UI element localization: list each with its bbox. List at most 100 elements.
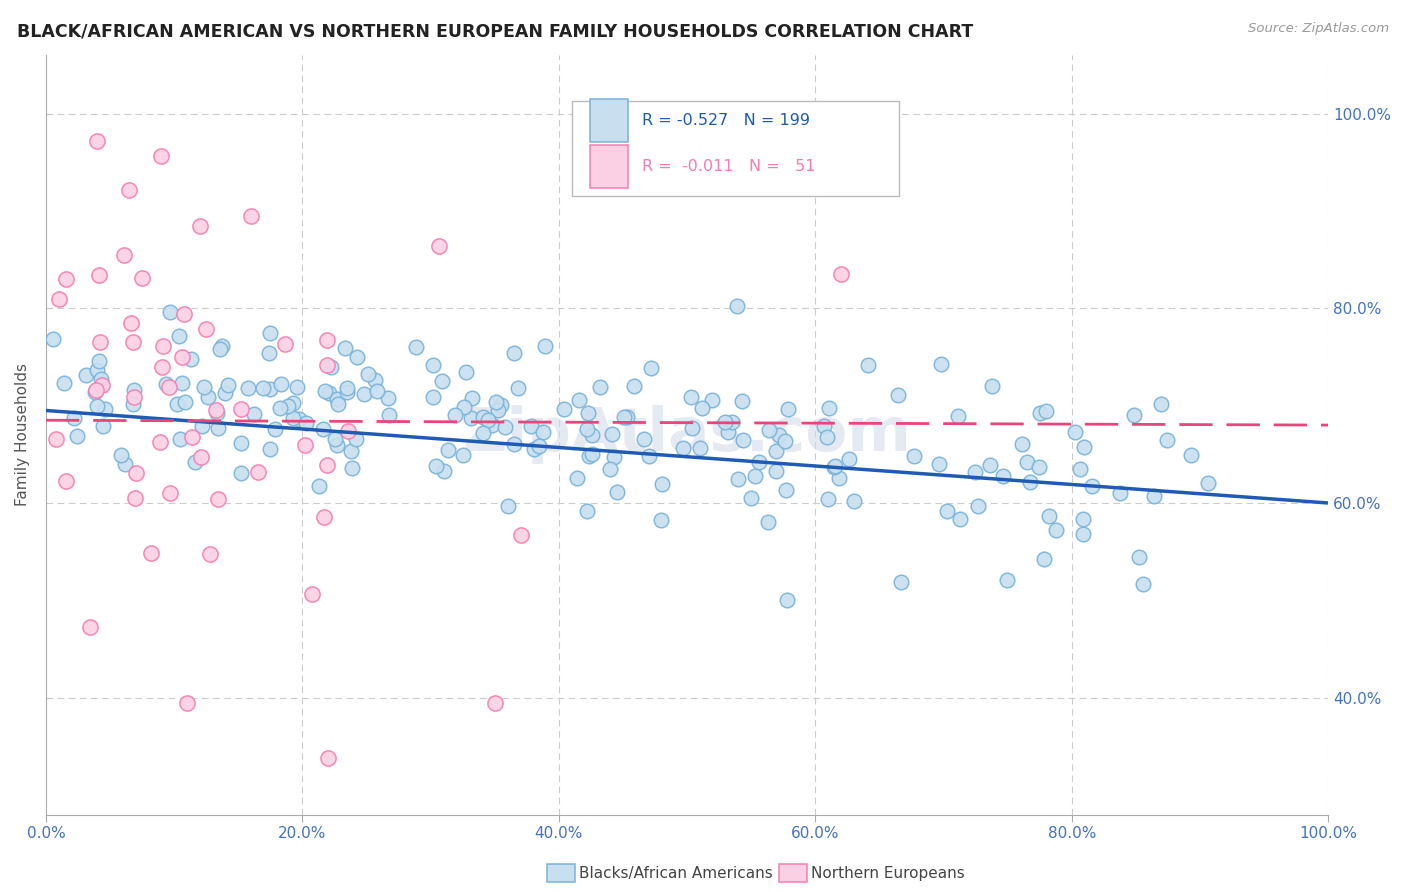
Point <box>1073 440 1095 454</box>
Point <box>323 432 346 446</box>
Point <box>166 397 188 411</box>
Point <box>214 386 236 401</box>
Point <box>141 546 163 560</box>
Point <box>110 448 132 462</box>
Point <box>856 359 879 373</box>
Point <box>326 392 349 406</box>
Point <box>823 460 845 475</box>
Point <box>314 509 336 524</box>
Point <box>121 335 143 350</box>
Point <box>681 421 703 435</box>
Point <box>1073 526 1095 541</box>
Point <box>118 183 141 197</box>
Point <box>713 415 735 429</box>
Point <box>259 382 281 396</box>
Point <box>86 399 108 413</box>
Text: R =  -0.011   N =   51: R = -0.011 N = 51 <box>643 159 815 174</box>
Point <box>150 359 173 374</box>
Point <box>217 377 239 392</box>
Point <box>903 450 925 464</box>
Point <box>489 398 512 412</box>
Point <box>209 342 232 356</box>
Point <box>510 527 533 541</box>
Point <box>281 411 304 425</box>
Point <box>366 384 388 399</box>
Point <box>776 401 799 416</box>
Point <box>613 409 636 424</box>
Point <box>173 395 195 409</box>
Point <box>344 432 367 446</box>
Point <box>211 339 233 353</box>
Point <box>828 471 851 485</box>
Point <box>180 351 202 366</box>
Point <box>817 401 839 415</box>
Point <box>672 441 695 455</box>
Point <box>1032 552 1054 566</box>
Point <box>125 466 148 480</box>
Point <box>717 425 740 439</box>
Point <box>444 408 467 422</box>
Point <box>378 408 401 422</box>
Point <box>340 461 363 475</box>
Point <box>600 426 623 441</box>
Point <box>830 267 852 281</box>
Point <box>301 587 323 601</box>
Point <box>477 412 499 426</box>
Point <box>184 455 207 469</box>
Point <box>773 434 796 448</box>
Point <box>318 385 340 400</box>
Point <box>270 377 292 392</box>
Text: Source: ZipAtlas.com: Source: ZipAtlas.com <box>1249 22 1389 36</box>
Point <box>207 421 229 435</box>
Point <box>651 476 673 491</box>
Point <box>120 316 142 330</box>
Point <box>588 380 610 394</box>
Point <box>114 457 136 471</box>
Point <box>363 374 385 388</box>
Point <box>75 368 97 382</box>
Point <box>188 219 211 233</box>
Point <box>494 420 516 434</box>
Point <box>124 491 146 505</box>
Point <box>336 381 359 395</box>
Point <box>84 383 107 397</box>
Point <box>314 384 336 398</box>
Point <box>430 374 453 388</box>
Point <box>277 399 299 413</box>
FancyBboxPatch shape <box>572 101 898 195</box>
Point <box>194 321 217 335</box>
Point <box>731 393 754 408</box>
Point <box>928 457 950 471</box>
Point <box>336 385 359 400</box>
Point <box>308 479 330 493</box>
Point <box>451 448 474 462</box>
Point <box>1132 577 1154 591</box>
Point <box>79 620 101 634</box>
Point <box>606 485 628 500</box>
Point <box>1069 462 1091 476</box>
Point <box>86 363 108 377</box>
Point <box>405 340 427 354</box>
Point <box>180 429 202 443</box>
Point <box>205 406 228 420</box>
Point <box>257 345 280 359</box>
Point <box>1143 489 1166 503</box>
Point <box>963 466 986 480</box>
Point <box>45 432 67 446</box>
Point <box>838 452 860 467</box>
Point <box>679 390 702 404</box>
Point <box>1017 455 1039 469</box>
Point <box>638 449 661 463</box>
Point <box>91 419 114 434</box>
Point <box>765 464 787 478</box>
Point <box>357 367 380 381</box>
Point <box>326 438 349 452</box>
Point <box>269 401 291 415</box>
Point <box>335 341 357 355</box>
Point <box>1081 479 1104 493</box>
Point <box>316 458 339 472</box>
Point <box>844 493 866 508</box>
Point <box>775 483 797 497</box>
Point <box>172 350 194 364</box>
Point <box>422 358 444 372</box>
